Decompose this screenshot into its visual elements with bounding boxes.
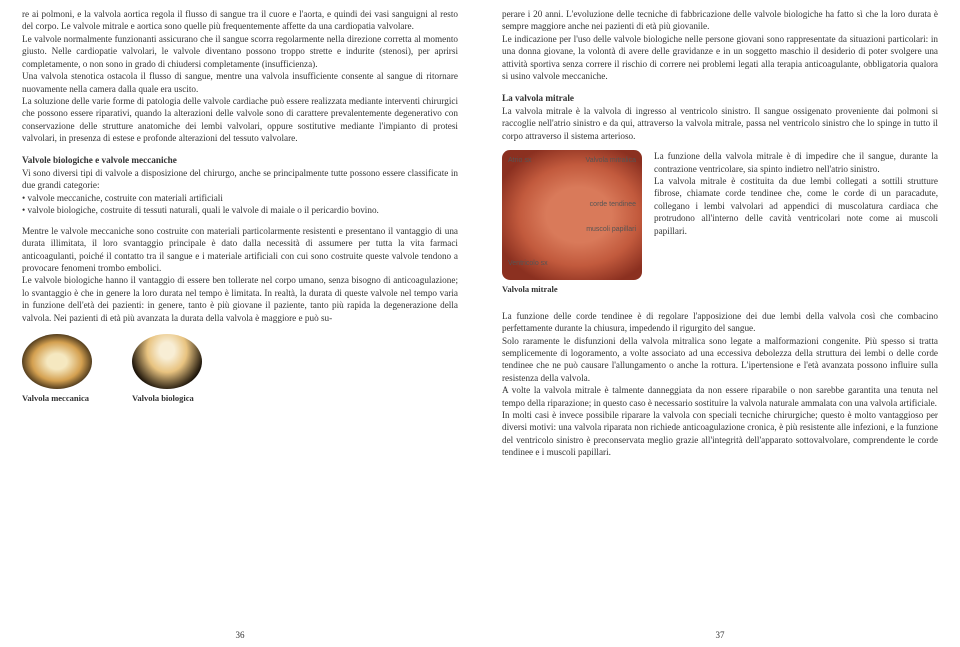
para: Le valvole normalmente funzionanti assic… [22, 33, 458, 70]
valve-mechanical-image [22, 334, 92, 389]
section-title-valvole: Valvole biologiche e valvole meccaniche [22, 154, 458, 166]
para: Le indicazione per l'uso delle valvole b… [502, 33, 938, 83]
para: Mentre le valvole meccaniche sono costru… [22, 225, 458, 275]
para: A volte la valvola mitrale è talmente da… [502, 384, 938, 409]
heart-label-atrio: Atrio sx [508, 156, 531, 165]
para: Solo raramente le disfunzioni della valv… [502, 335, 938, 385]
valve-mechanical-caption: Valvola meccanica [22, 393, 89, 404]
para: La soluzione delle varie forme di patolo… [22, 95, 458, 145]
bullet-item: • valvole biologiche, costruite di tessu… [22, 204, 458, 216]
para: re ai polmoni, e la valvola aortica rego… [22, 8, 458, 33]
valve-biological-caption: Valvola biologica [132, 393, 194, 404]
heart-diagram-image: Atrio sx Valvola mitralica corde tendine… [502, 150, 642, 280]
valve-mechanical-block: Valvola meccanica [22, 334, 92, 404]
valve-biological-image [132, 334, 202, 389]
valve-image-row: Valvola meccanica Valvola biologica [22, 334, 458, 404]
para: Una valvola stenotica ostacola il flusso… [22, 70, 458, 95]
page-number-left: 36 [236, 629, 245, 641]
page-left: re ai polmoni, e la valvola aortica rego… [0, 0, 480, 647]
para: In molti casi è invece possibile riparar… [502, 409, 938, 459]
para: perare i 20 anni. L'evoluzione delle tec… [502, 8, 938, 33]
page-right: perare i 20 anni. L'evoluzione delle tec… [480, 0, 960, 647]
para: La valvola mitrale è la valvola di ingre… [502, 105, 938, 142]
page-number-right: 37 [716, 629, 725, 641]
para: Vi sono diversi tipi di valvole a dispos… [22, 167, 458, 192]
heart-diagram-block: Atrio sx Valvola mitralica corde tendine… [502, 150, 642, 295]
section-title-mitrale: La valvola mitrale [502, 92, 938, 104]
bullet-item: • valvole meccaniche, costruite con mate… [22, 192, 458, 204]
para: Le valvole biologiche hanno il vantaggio… [22, 274, 458, 324]
heart-label-corde: corde tendinee [590, 200, 636, 209]
para: La funzione delle corde tendinee è di re… [502, 310, 938, 335]
heart-diagram-caption: Valvola mitrale [502, 284, 642, 295]
heart-label-ventricolo: Ventricolo sx [508, 259, 548, 268]
heart-label-valvola: Valvola mitralica [586, 156, 636, 165]
heart-label-muscoli: muscoli papillari [586, 225, 636, 234]
valve-biological-block: Valvola biologica [132, 334, 202, 404]
